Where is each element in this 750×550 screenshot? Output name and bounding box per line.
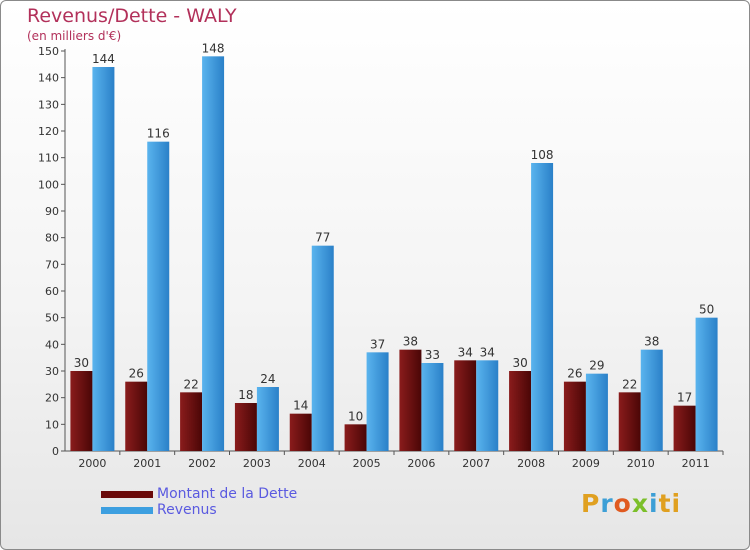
legend-swatch-debt (101, 490, 153, 498)
y-tick-label: 90 (45, 205, 59, 218)
bar-debt (344, 424, 367, 451)
y-tick-label: 60 (45, 285, 59, 298)
x-tick-label: 2011 (682, 457, 710, 470)
data-label: 108 (531, 148, 554, 162)
bar-debt (673, 405, 696, 451)
bar-debt (180, 392, 203, 451)
bar-revenus (256, 387, 279, 451)
data-label: 10 (348, 409, 363, 423)
data-label: 14 (293, 399, 308, 413)
x-tick-label: 2010 (627, 457, 655, 470)
y-tick-label: 10 (45, 418, 59, 431)
bar-revenus (311, 245, 334, 451)
x-tick-label: 2000 (78, 457, 106, 470)
bar-revenus (421, 363, 444, 451)
y-tick-label: 40 (45, 338, 59, 351)
bar-debt (70, 371, 93, 451)
data-label: 38 (644, 335, 659, 349)
chart-subtitle: (en milliers d'€) (27, 29, 122, 43)
bar-debt (618, 392, 641, 451)
y-tick-label: 150 (38, 45, 59, 58)
chart-title: Revenus/Dette - WALY (27, 5, 237, 27)
x-tick-label: 2001 (133, 457, 161, 470)
bar-revenus (585, 373, 608, 451)
x-tick-label: 2009 (572, 457, 600, 470)
data-label: 38 (403, 335, 418, 349)
data-label: 24 (260, 372, 275, 386)
data-label: 22 (183, 377, 198, 391)
bar-debt (125, 381, 148, 451)
legend-item-debt: Montant de la Dette (101, 486, 297, 502)
bar-revenus (531, 163, 554, 451)
y-tick-label: 80 (45, 232, 59, 245)
bar-debt (454, 360, 477, 451)
x-tick-label: 2003 (243, 457, 271, 470)
x-tick-label: 2004 (298, 457, 326, 470)
y-tick-label: 0 (52, 445, 59, 458)
data-label: 29 (589, 359, 604, 373)
data-label: 30 (512, 356, 527, 370)
data-label: 34 (458, 345, 473, 359)
data-label: 33 (425, 348, 440, 362)
bar-revenus (366, 352, 389, 451)
data-label: 26 (129, 367, 144, 381)
data-label: 116 (147, 127, 170, 141)
data-label: 50 (699, 303, 714, 317)
y-tick-label: 50 (45, 312, 59, 325)
y-tick-label: 20 (45, 392, 59, 405)
legend-swatch-revenus (101, 506, 153, 514)
y-tick-label: 140 (38, 72, 59, 85)
bar-debt (563, 381, 586, 451)
bar-revenus (640, 349, 663, 451)
x-tick-label: 2007 (462, 457, 490, 470)
proxiti-logo: Proxiti (581, 489, 682, 518)
legend-label-debt: Montant de la Dette (157, 486, 298, 502)
bar-revenus (202, 56, 225, 451)
x-tick-label: 2006 (407, 457, 435, 470)
data-label: 18 (238, 388, 253, 402)
data-label: 77 (315, 231, 330, 245)
data-label: 144 (92, 52, 115, 66)
legend-item-revenus: Revenus (101, 502, 297, 518)
y-tick-label: 100 (38, 178, 59, 191)
bar-debt (509, 371, 532, 451)
data-label: 148 (202, 41, 225, 55)
bar-debt (234, 403, 257, 451)
legend-label-revenus: Revenus (157, 502, 217, 518)
bar-revenus (92, 67, 115, 451)
data-label: 17 (677, 391, 692, 405)
bar-revenus (695, 317, 718, 451)
data-label: 34 (480, 345, 495, 359)
y-tick-label: 120 (38, 125, 59, 138)
data-label: 30 (74, 356, 89, 370)
x-tick-label: 2005 (353, 457, 381, 470)
bar-debt (289, 413, 312, 451)
data-label: 22 (622, 377, 637, 391)
data-label: 37 (370, 337, 385, 351)
data-label: 26 (567, 367, 582, 381)
bar-debt (399, 349, 422, 451)
bar-revenus (476, 360, 499, 451)
chart-legend: Montant de la Dette Revenus (101, 486, 297, 518)
y-tick-label: 70 (45, 258, 59, 271)
bar-revenus (147, 141, 170, 451)
y-tick-label: 30 (45, 365, 59, 378)
y-tick-label: 110 (38, 152, 59, 165)
x-tick-label: 2008 (517, 457, 545, 470)
x-tick-label: 2002 (188, 457, 216, 470)
y-tick-label: 130 (38, 98, 59, 111)
